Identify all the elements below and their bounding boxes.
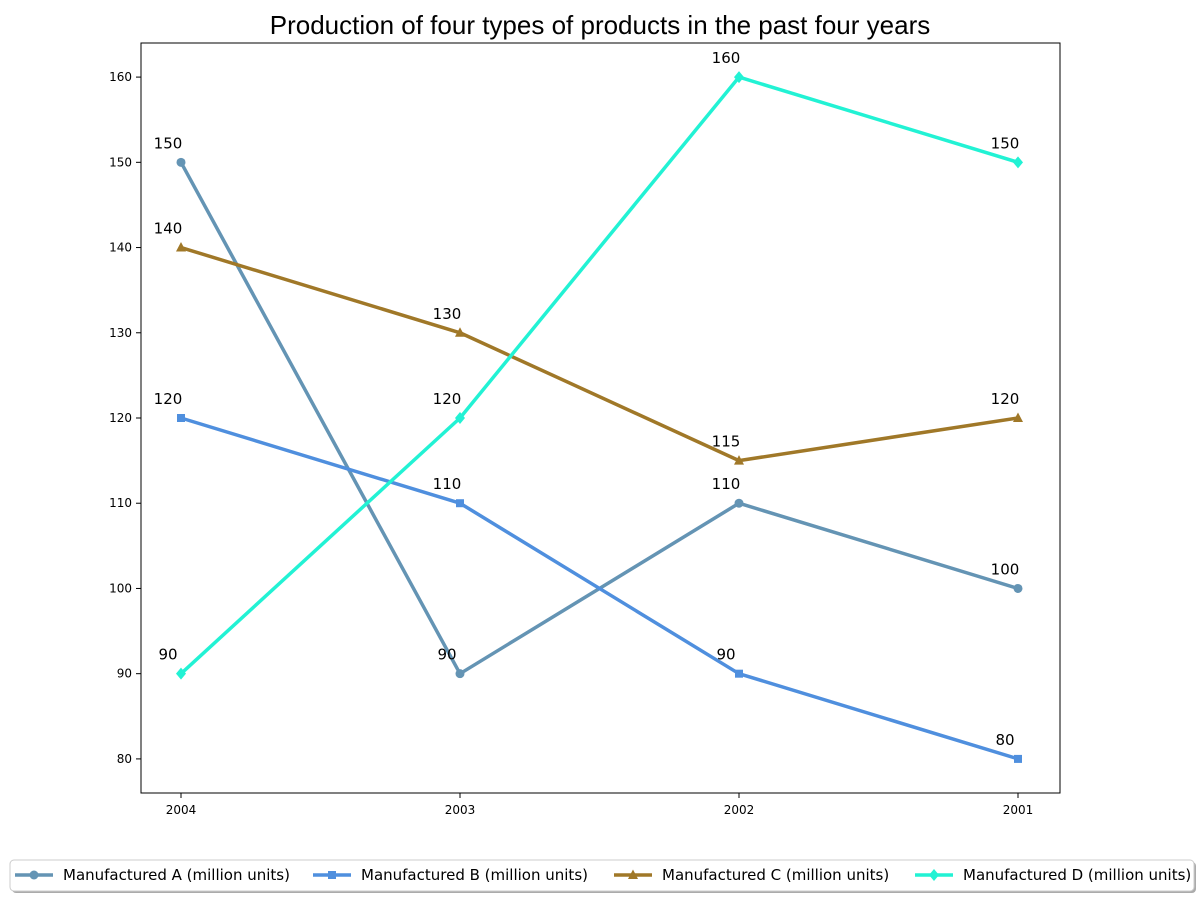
- data-label: 140: [154, 220, 183, 238]
- plot-frame: [140, 42, 1061, 794]
- data-point: [735, 669, 743, 678]
- data-point: [1013, 583, 1023, 593]
- data-label: 160: [712, 49, 741, 67]
- legend-label: Manufactured D (million units): [963, 866, 1191, 884]
- legend-label: Manufactured B (million units): [361, 866, 588, 884]
- series-line: [179, 161, 1019, 676]
- data-label: 150: [154, 134, 183, 152]
- data-point: [734, 455, 744, 465]
- data-point: [734, 498, 744, 508]
- legend-label: Manufactured A (million units): [63, 866, 290, 884]
- series-line: [180, 245, 1019, 463]
- data-point: [455, 412, 465, 424]
- series-line: [179, 75, 1019, 675]
- y-tick-label: 80: [117, 752, 132, 766]
- y-tick-label: 100: [109, 581, 132, 595]
- y-tick-label: 140: [109, 241, 132, 255]
- data-point: [455, 669, 465, 679]
- data-label: 120: [154, 390, 183, 408]
- data-point: [456, 499, 464, 508]
- data-point: [176, 157, 186, 167]
- data-labels: 150 90 110 100 120 110 90 80 140 130 115 120 90 120 16…: [154, 49, 1020, 749]
- y-tick-label: 150: [109, 155, 132, 169]
- data-label: 130: [433, 305, 462, 323]
- data-point: [1013, 156, 1023, 169]
- series-line: [180, 416, 1019, 761]
- axes: 80 90 100 110 120 130 140 150 160 2004 2003 2002 200…: [109, 70, 1033, 817]
- y-tick-label: 160: [109, 70, 132, 84]
- data-point: [176, 667, 186, 680]
- x-tick-label: 2004: [166, 803, 197, 817]
- legend-label: Manufactured C (million units): [662, 866, 889, 884]
- data-label: 120: [433, 390, 462, 408]
- data-label: 90: [716, 646, 735, 664]
- data-point: [455, 327, 465, 337]
- x-tick-label: 2001: [1003, 803, 1034, 817]
- legend-marker: [29, 870, 39, 880]
- x-tick-label: 2002: [724, 803, 755, 817]
- y-tick-label: 130: [109, 326, 132, 340]
- data-point: [1013, 412, 1023, 422]
- legend-marker: [328, 871, 336, 879]
- data-point: [734, 71, 744, 84]
- legend-marker: [929, 869, 939, 881]
- series-layer: [176, 71, 1023, 763]
- legend: Manufactured A (million units) Manufactur…: [9, 859, 1196, 893]
- data-label: 90: [158, 646, 177, 664]
- chart-title: Production of four types of products in …: [270, 10, 930, 40]
- data-label: 80: [995, 731, 1014, 749]
- y-tick-label: 110: [109, 496, 132, 510]
- x-tick-label: 2003: [445, 803, 476, 817]
- data-label: 90: [437, 646, 456, 664]
- legend-marker: [628, 869, 638, 879]
- data-point: [176, 242, 186, 252]
- data-label: 110: [433, 475, 462, 493]
- data-point: [1014, 754, 1022, 763]
- data-label: 115: [712, 433, 741, 451]
- data-label: 150: [991, 134, 1020, 152]
- data-label: 100: [991, 560, 1020, 578]
- data-label: 120: [991, 390, 1020, 408]
- y-tick-label: 90: [117, 667, 132, 681]
- data-point: [177, 414, 185, 422]
- data-label: 110: [712, 475, 741, 493]
- y-tick-label: 120: [109, 411, 132, 425]
- legend-box: [9, 859, 1195, 892]
